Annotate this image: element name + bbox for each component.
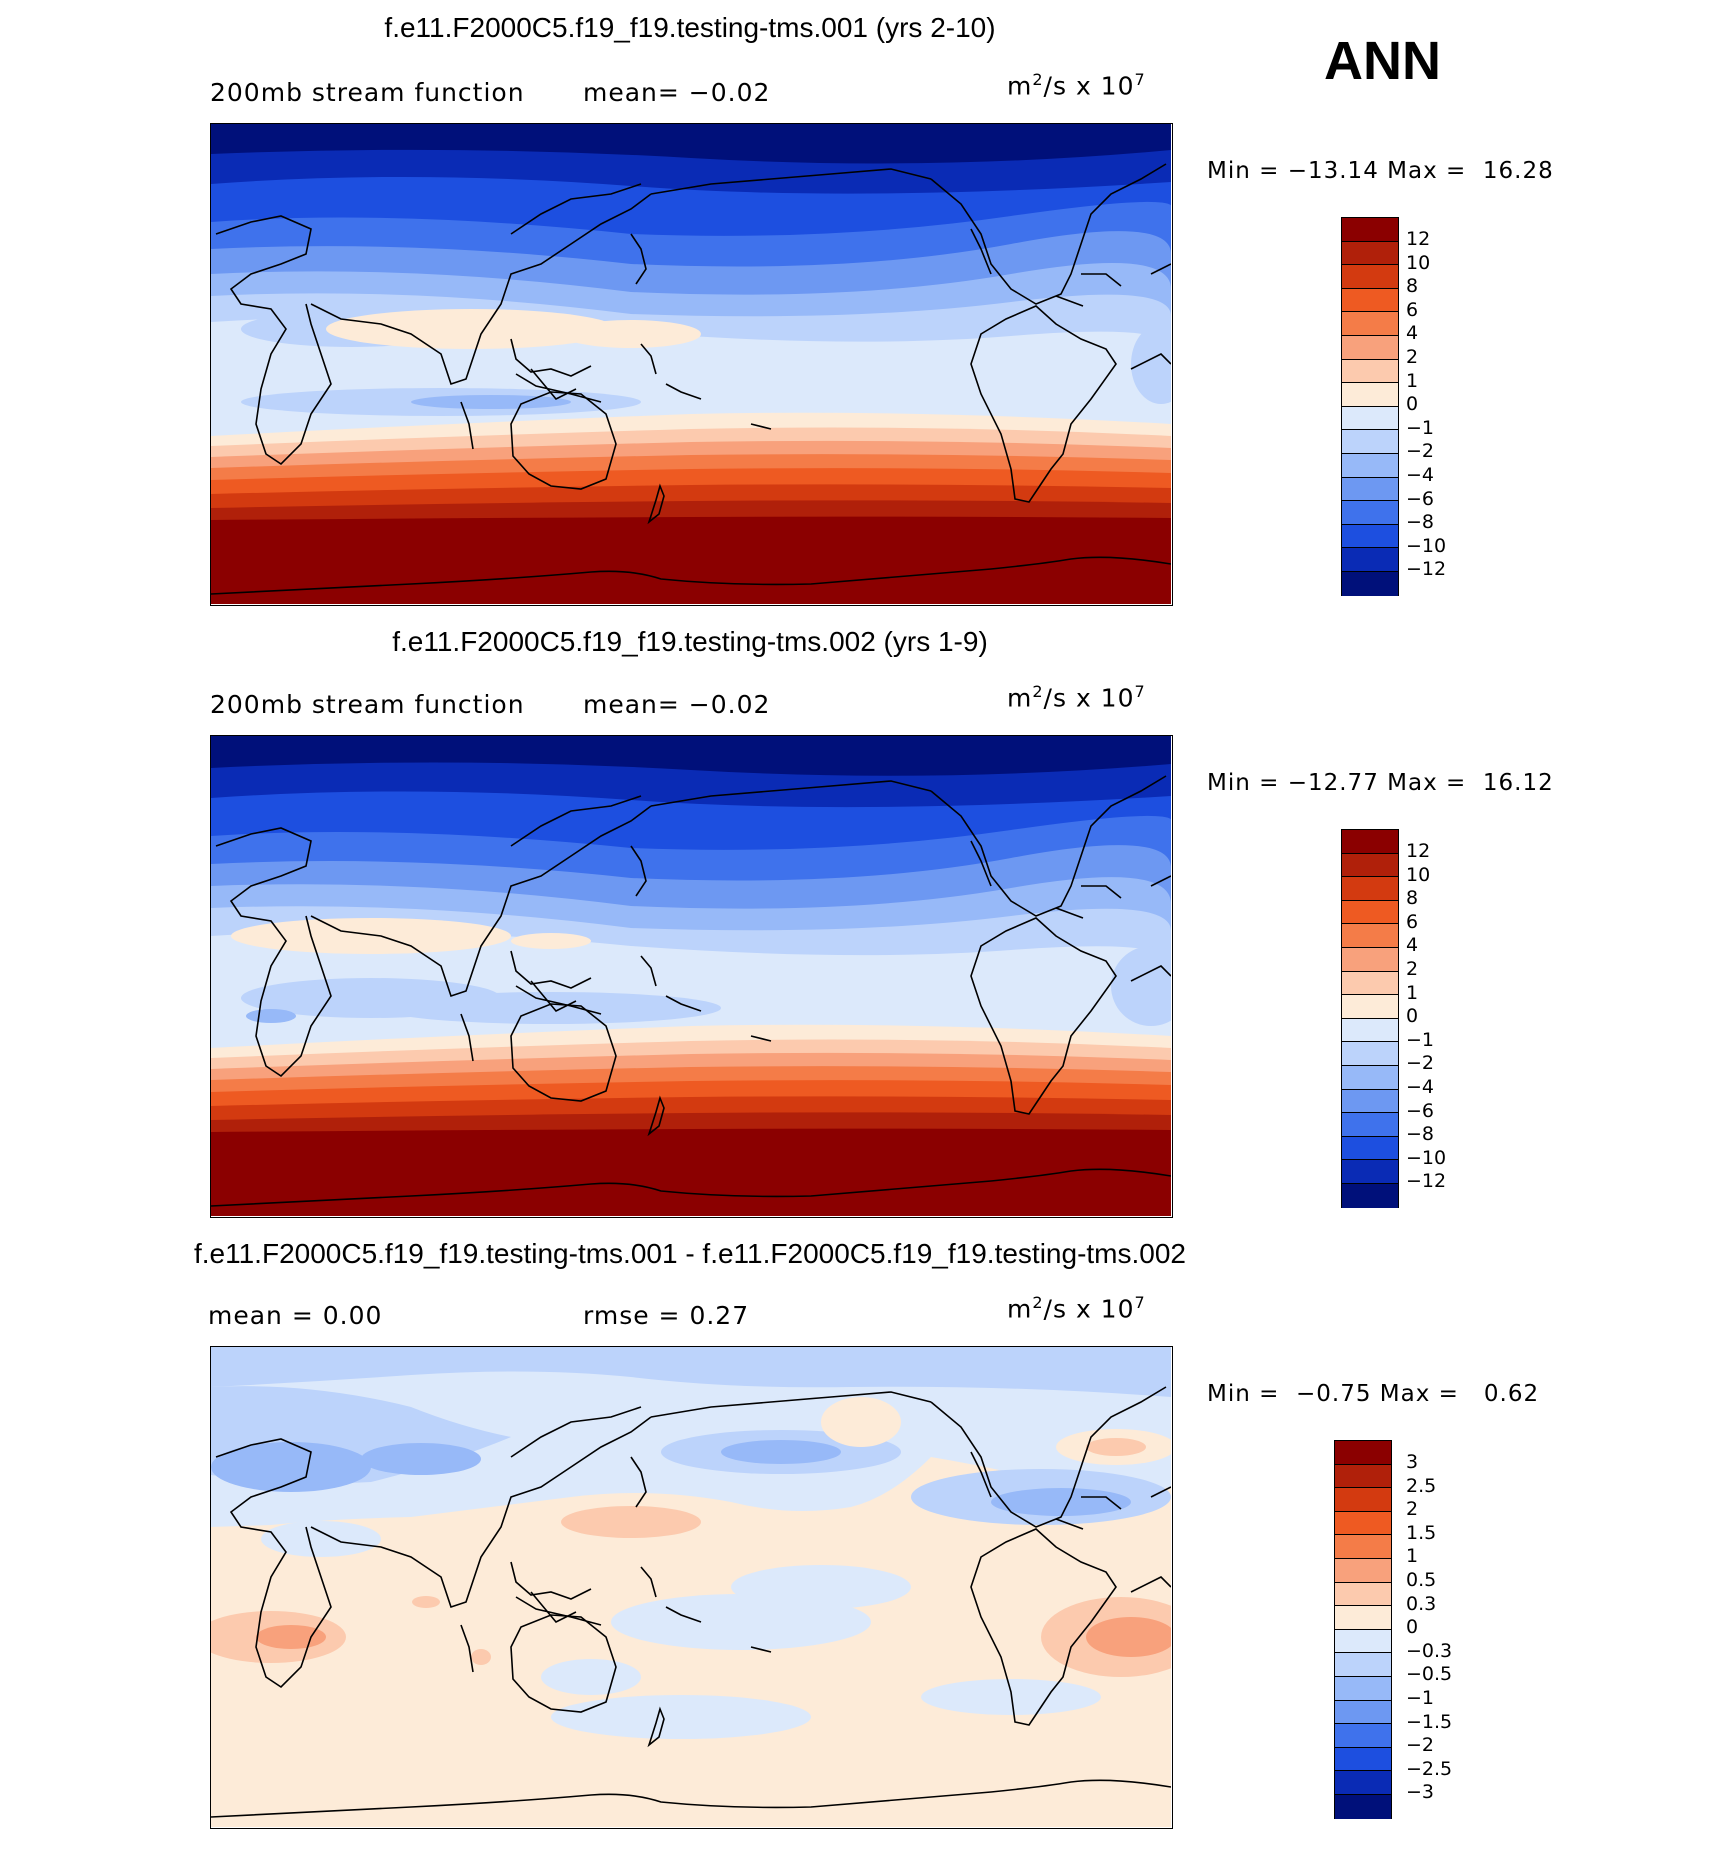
panel-1-colorbar (1341, 217, 1399, 596)
panel-3-colorbar (1334, 1440, 1392, 1819)
panel-3-cb-label: 0 (1406, 1616, 1419, 1639)
panel-2-colorbar (1341, 829, 1399, 1208)
panel-1-cb-label: 12 (1406, 228, 1431, 250)
panel-3-map (210, 1346, 1173, 1829)
panel-1-cb-label: 8 (1406, 275, 1419, 298)
panel-3-right-text: rmse = 0.27 (583, 1301, 750, 1330)
panel-3-left-text: mean = 0.00 (208, 1301, 383, 1330)
panel-1-cb-label: −2 (1406, 440, 1435, 463)
panel-3-cb-label: −0.5 (1406, 1663, 1453, 1686)
panel-1-cb-label: −8 (1406, 511, 1435, 534)
panel-3-cb-label: 1 (1406, 1545, 1419, 1568)
panel-2-cb-label: −1 (1406, 1028, 1435, 1051)
panel-1-left-text: 200mb stream function (210, 78, 525, 107)
panel-1-cb-label: −4 (1406, 464, 1435, 486)
panel-1-cb-label: −1 (1406, 416, 1435, 439)
panel-3-cb-label: −1.5 (1406, 1710, 1453, 1733)
panel-2-cb-label: 2 (1406, 958, 1419, 980)
panel-1-cb-label: 2 (1406, 346, 1419, 368)
panel-3-cb-label: −3 (1406, 1781, 1435, 1804)
panel-1-stream-function-field (211, 124, 1171, 604)
panel-2-cb-label: 6 (1406, 910, 1419, 933)
panel-3-units: m2/s x 107 (1007, 1293, 1146, 1324)
panel-2-map (210, 735, 1173, 1218)
panel-2-cb-label: −8 (1406, 1123, 1435, 1146)
panel-1-title: f.e11.F2000C5.f19_f19.testing-tms.001 (y… (384, 12, 996, 43)
panel-3-cb-label: 3 (1406, 1451, 1419, 1473)
panel-1-map (210, 123, 1173, 606)
panel-3-cb-label: −0.3 (1406, 1639, 1453, 1662)
panel-1-cb-label: 6 (1406, 298, 1419, 321)
panel-2-minmax: Min = −12.77 Max = 16.12 (1207, 770, 1554, 796)
panel-3-minmax: Min = −0.75 Max = 0.62 (1207, 1381, 1540, 1407)
panel-3-cb-label: 0.5 (1406, 1569, 1437, 1591)
panel-2-cb-label: 8 (1406, 887, 1419, 910)
panel-3-cb-label: −2 (1406, 1734, 1435, 1757)
season-label: ANN (1324, 31, 1441, 91)
panel-1-cb-label: −10 (1406, 534, 1447, 557)
panel-1-cb-label: 4 (1406, 322, 1419, 345)
panel-2-cb-label: 0 (1406, 1005, 1419, 1028)
panel-1-cb-label: −6 (1406, 487, 1435, 510)
panel-3-cb-label: −2.5 (1406, 1757, 1453, 1780)
panel-1-minmax: Min = −13.14 Max = 16.28 (1207, 158, 1554, 184)
panel-3-title: f.e11.F2000C5.f19_f19.testing-tms.001 - … (193, 1238, 1186, 1269)
panel-2-cb-label: 12 (1406, 840, 1431, 862)
panel-1-cb-label: 0 (1406, 393, 1419, 416)
panel-1-right-text: mean= −0.02 (583, 78, 771, 107)
panel-2-stream-function-field (211, 736, 1171, 1216)
panel-2-units: m2/s x 107 (1007, 682, 1146, 713)
panel-3-cb-label: 0.3 (1406, 1592, 1437, 1615)
panel-1-cb-label: −12 (1406, 558, 1447, 581)
panel-2-title: f.e11.F2000C5.f19_f19.testing-tms.002 (y… (392, 626, 988, 657)
panel-2-cb-label: −2 (1406, 1052, 1435, 1075)
panel-1-units: m2/s x 107 (1007, 70, 1146, 101)
panel-2-cb-label: 10 (1406, 863, 1431, 886)
panel-2-cb-label: −4 (1406, 1076, 1435, 1098)
panel-2-cb-label: 4 (1406, 934, 1419, 957)
panel-1-cb-label: 10 (1406, 251, 1431, 274)
panel-3-cb-label: 2 (1406, 1498, 1419, 1521)
panel-2-cb-label: −6 (1406, 1099, 1435, 1122)
panel-2-left-text: 200mb stream function (210, 690, 525, 719)
panel-3-cb-label: 2.5 (1406, 1474, 1437, 1497)
panel-2-right-text: mean= −0.02 (583, 690, 771, 719)
panel-2-cb-label: 1 (1406, 981, 1419, 1004)
panel-3-difference-field (211, 1347, 1171, 1827)
panel-2-cb-label: −10 (1406, 1146, 1447, 1169)
panel-2-cb-label: −12 (1406, 1170, 1447, 1193)
panel-3-cb-label: −1 (1406, 1687, 1435, 1709)
panel-3-cb-label: 1.5 (1406, 1521, 1437, 1544)
panel-1-cb-label: 1 (1406, 369, 1419, 392)
